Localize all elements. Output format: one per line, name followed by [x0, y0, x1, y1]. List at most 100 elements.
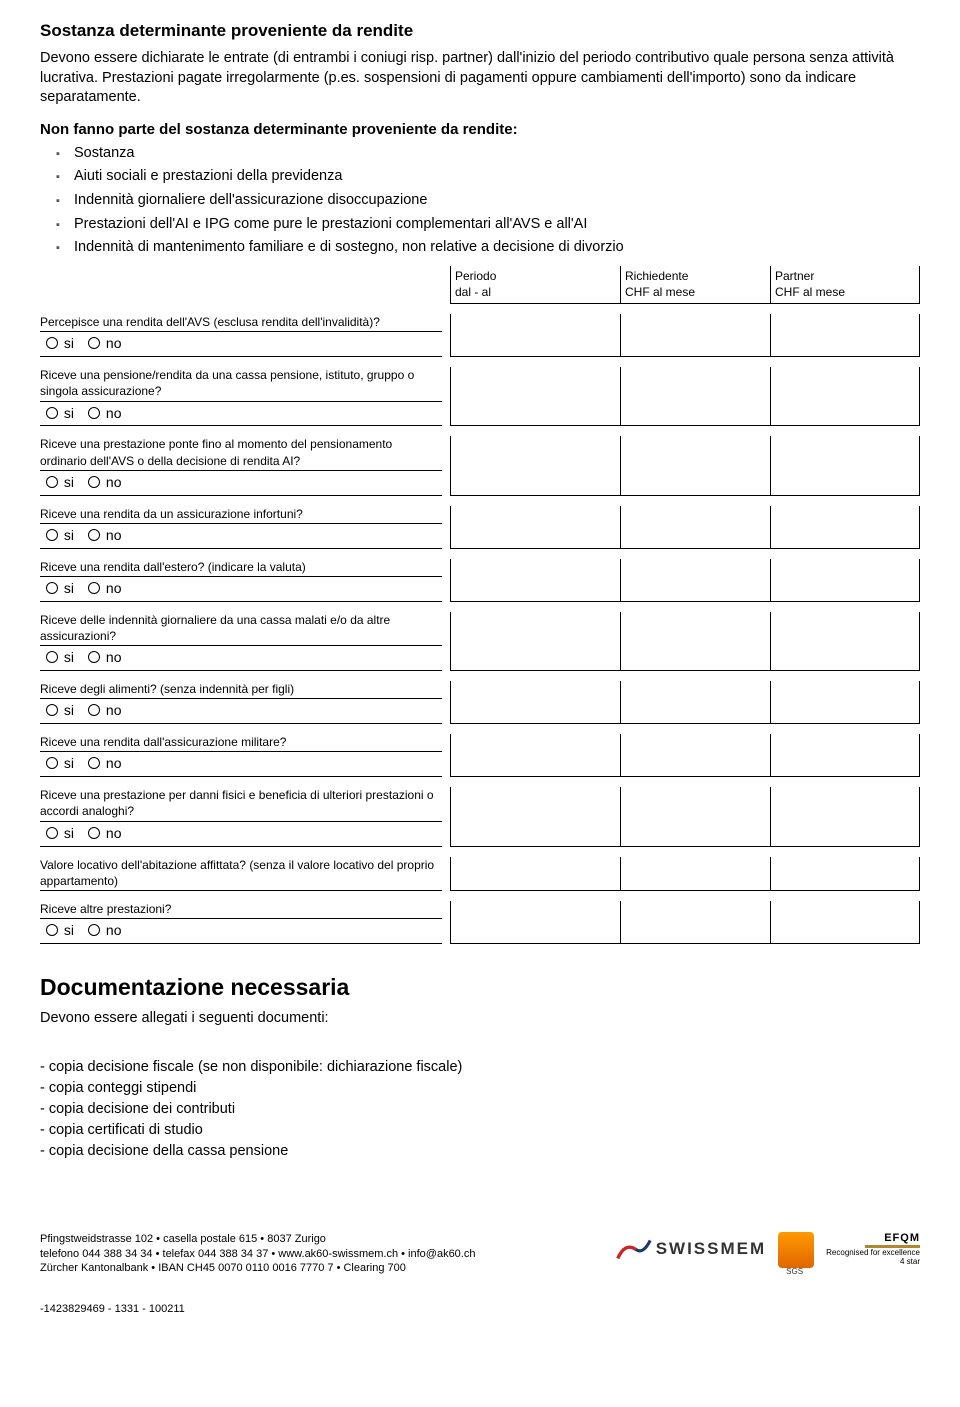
input-cell-periodo[interactable]: [450, 314, 620, 357]
input-cell-richiedente[interactable]: [620, 559, 770, 602]
question-text: Riceve una pensione/rendita da una cassa…: [40, 367, 442, 401]
exclusion-item: Sostanza: [74, 144, 920, 164]
radio-si[interactable]: [46, 529, 58, 541]
radio-no[interactable]: [88, 407, 100, 419]
exclusion-heading: Non fanno parte del sostanza determinant…: [40, 120, 920, 140]
footer-logos: SWISSMEM EFQM Recognised for excellence …: [616, 1232, 920, 1268]
question-text: Riceve una rendita da un assicurazione i…: [40, 506, 442, 524]
section-title: Sostanza determinante proveniente da ren…: [40, 20, 920, 43]
efqm-badge: EFQM Recognised for excellence 4 star: [826, 1232, 920, 1267]
radio-si-label: si: [64, 922, 74, 938]
radio-no[interactable]: [88, 337, 100, 349]
question-radios: si no: [40, 646, 442, 671]
radio-si[interactable]: [46, 827, 58, 839]
input-cell-partner[interactable]: [770, 857, 920, 891]
input-cell-periodo[interactable]: [450, 787, 620, 846]
input-cell-partner[interactable]: [770, 559, 920, 602]
docs-subtitle: Devono essere allegati i seguenti docume…: [40, 1009, 920, 1029]
radio-si-label: si: [64, 335, 74, 351]
input-cell-periodo[interactable]: [450, 367, 620, 426]
question-text: Percepisce una rendita dell'AVS (esclusa…: [40, 314, 442, 332]
input-cell-richiedente[interactable]: [620, 367, 770, 426]
input-cell-periodo[interactable]: [450, 436, 620, 495]
input-cell-partner[interactable]: [770, 436, 920, 495]
input-cell-partner[interactable]: [770, 901, 920, 944]
radio-no[interactable]: [88, 757, 100, 769]
radio-no[interactable]: [88, 704, 100, 716]
radio-no[interactable]: [88, 827, 100, 839]
docs-list: - copia decisione fiscale (se non dispon…: [40, 1057, 920, 1162]
radio-si-label: si: [64, 649, 74, 665]
question-radios: si no: [40, 524, 442, 549]
input-cell-richiedente[interactable]: [620, 681, 770, 724]
radio-si[interactable]: [46, 924, 58, 936]
question-row: Percepisce una rendita dell'AVS (esclusa…: [40, 314, 920, 357]
input-cell-partner[interactable]: [770, 506, 920, 549]
docs-title: Documentazione necessaria: [40, 972, 920, 1003]
input-cell-periodo[interactable]: [450, 612, 620, 671]
question-text: Riceve una rendita dall'assicurazione mi…: [40, 734, 442, 752]
radio-no[interactable]: [88, 529, 100, 541]
input-cell-periodo[interactable]: [450, 681, 620, 724]
radio-si[interactable]: [46, 476, 58, 488]
exclusion-item: Indennità di mantenimento familiare e di…: [74, 238, 920, 258]
input-cell-richiedente[interactable]: [620, 436, 770, 495]
input-cell-partner[interactable]: [770, 612, 920, 671]
question-radios: si no: [40, 919, 442, 944]
question-text: Riceve delle indennità giornaliere da un…: [40, 612, 442, 646]
input-cell-richiedente[interactable]: [620, 857, 770, 891]
exclusion-item: Aiuti sociali e prestazioni della previd…: [74, 167, 920, 187]
question-row: Riceve una prestazione ponte fino al mom…: [40, 436, 920, 495]
input-cell-partner[interactable]: [770, 681, 920, 724]
input-cell-partner[interactable]: [770, 734, 920, 777]
radio-si[interactable]: [46, 651, 58, 663]
input-cell-richiedente[interactable]: [620, 314, 770, 357]
radio-no-label: no: [106, 702, 122, 718]
input-cell-periodo[interactable]: [450, 857, 620, 891]
radio-no[interactable]: [88, 651, 100, 663]
question-text: Riceve una rendita dall'estero? (indicar…: [40, 559, 442, 577]
radio-si[interactable]: [46, 337, 58, 349]
radio-si[interactable]: [46, 757, 58, 769]
input-cell-periodo[interactable]: [450, 901, 620, 944]
question-row: Riceve delle indennità giornaliere da un…: [40, 612, 920, 671]
radio-si[interactable]: [46, 704, 58, 716]
input-cell-richiedente[interactable]: [620, 506, 770, 549]
radio-no-label: no: [106, 649, 122, 665]
question-row: Riceve una rendita dall'assicurazione mi…: [40, 734, 920, 777]
radio-no-label: no: [106, 580, 122, 596]
question-text: Riceve una prestazione per danni fisici …: [40, 787, 442, 821]
radio-si[interactable]: [46, 407, 58, 419]
question-row: Riceve altre prestazioni? si no: [40, 901, 920, 944]
radio-no-label: no: [106, 335, 122, 351]
doc-item: - copia decisione dei contributi: [40, 1099, 920, 1120]
input-cell-richiedente[interactable]: [620, 901, 770, 944]
radio-si-label: si: [64, 580, 74, 596]
sgs-logo: [778, 1232, 814, 1268]
doc-item: - copia decisione fiscale (se non dispon…: [40, 1057, 920, 1078]
question-row: Riceve degli alimenti? (senza indennità …: [40, 681, 920, 724]
input-cell-richiedente[interactable]: [620, 734, 770, 777]
col-header-richiedente: RichiedenteCHF al mese: [620, 266, 770, 304]
col-header-partner: PartnerCHF al mese: [770, 266, 920, 304]
radio-si[interactable]: [46, 582, 58, 594]
intro-paragraph: Devono essere dichiarate le entrate (di …: [40, 49, 920, 108]
input-cell-richiedente[interactable]: [620, 612, 770, 671]
radio-si-label: si: [64, 474, 74, 490]
exclusion-item: Prestazioni dell'AI e IPG come pure le p…: [74, 215, 920, 235]
question-radios: si no: [40, 699, 442, 724]
question-text: Riceve una prestazione ponte fino al mom…: [40, 436, 442, 470]
input-cell-partner[interactable]: [770, 787, 920, 846]
input-cell-periodo[interactable]: [450, 506, 620, 549]
input-cell-richiedente[interactable]: [620, 787, 770, 846]
radio-no[interactable]: [88, 582, 100, 594]
radio-no-label: no: [106, 922, 122, 938]
doc-item: - copia certificati di studio: [40, 1120, 920, 1141]
col-header-periodo: Periododal - al: [450, 266, 620, 304]
input-cell-periodo[interactable]: [450, 559, 620, 602]
radio-no[interactable]: [88, 924, 100, 936]
input-cell-periodo[interactable]: [450, 734, 620, 777]
input-cell-partner[interactable]: [770, 314, 920, 357]
radio-no[interactable]: [88, 476, 100, 488]
input-cell-partner[interactable]: [770, 367, 920, 426]
